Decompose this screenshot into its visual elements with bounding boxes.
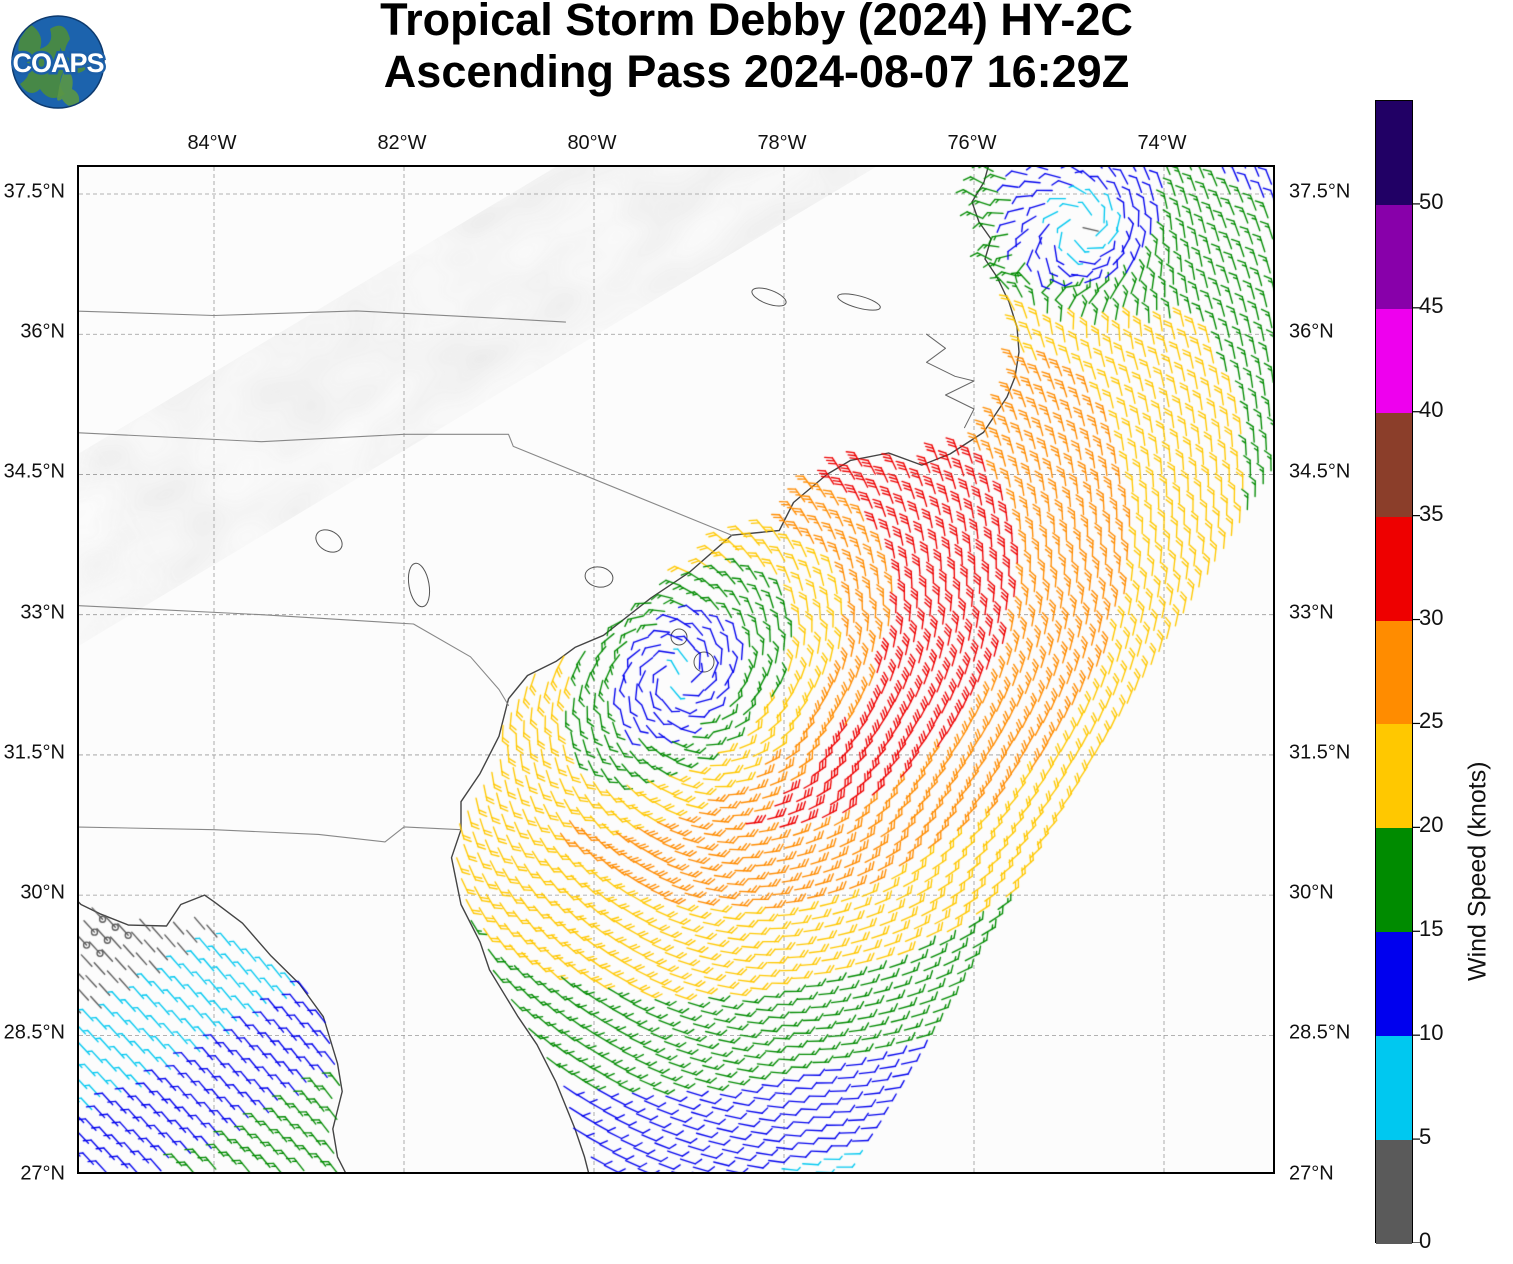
svg-text:COAPS: COAPS <box>12 48 103 78</box>
